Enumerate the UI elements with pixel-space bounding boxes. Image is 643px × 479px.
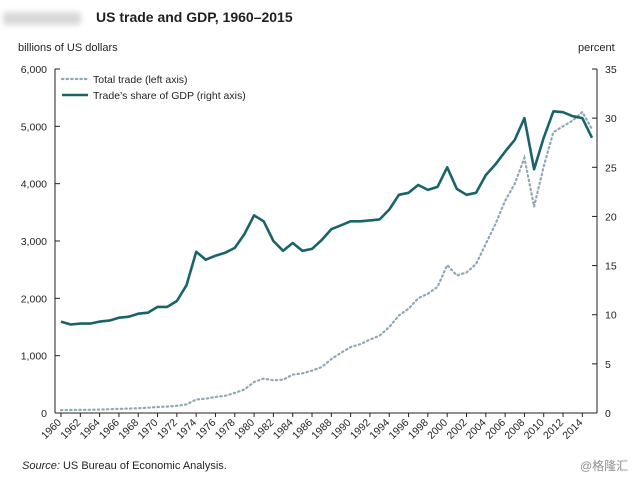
right-tick-label: 5	[605, 359, 611, 371]
legend-label-share-gdp: Trade’s share of GDP (right axis)	[93, 90, 246, 102]
left-tick-label: 4,000	[21, 179, 47, 191]
x-tick-label: 1996	[387, 417, 412, 442]
x-tick-label: 1972	[155, 417, 180, 442]
right-axis-label: percent	[578, 42, 615, 54]
x-tick-label: 1976	[193, 417, 218, 442]
left-tick-label: 2,000	[21, 293, 47, 305]
x-tick-label: 1960	[39, 417, 64, 442]
x-tick-label: 1986	[290, 417, 315, 442]
right-tick-label: 30	[605, 113, 617, 125]
x-tick-label: 1992	[348, 417, 373, 442]
redacted-figure-label	[3, 12, 81, 25]
left-tick-label: 5,000	[21, 121, 47, 133]
axes	[54, 69, 598, 414]
right-tick-label: 0	[605, 408, 611, 420]
x-tick-label: 1998	[406, 417, 431, 442]
x-tick-label: 1964	[78, 417, 103, 442]
left-tick-label: 3,000	[21, 236, 47, 248]
x-tick-label: 1978	[213, 417, 238, 442]
source-text: US Bureau of Economic Analysis.	[59, 460, 227, 472]
watermark: @格隆汇	[580, 459, 629, 473]
right-tick-label: 10	[605, 310, 617, 322]
right-tick-label: 20	[605, 211, 617, 223]
source-note: Source: US Bureau of Economic Analysis.	[22, 460, 227, 472]
series-line-share-gdp	[60, 110, 594, 326]
legend-label-total-trade: Total trade (left axis)	[93, 74, 188, 86]
x-tick-label: 1962	[58, 417, 83, 442]
left-tick-label: 0	[41, 408, 47, 420]
x-tick-label: 1980	[232, 417, 257, 442]
x-tick-label: 1994	[367, 417, 392, 442]
source-prefix: Source:	[22, 460, 60, 472]
left-tick-label: 1,000	[21, 351, 47, 363]
x-tick-label: 2012	[541, 417, 566, 442]
right-tick-label: 15	[605, 261, 617, 273]
left-tick-label: 6,000	[21, 64, 47, 76]
x-tick-label: 2004	[464, 417, 489, 442]
x-tick-label: 2010	[522, 417, 547, 442]
right-tick-label: 25	[605, 162, 617, 174]
series-lines	[59, 110, 594, 412]
legend: Total trade (left axis) Trade’s share of…	[60, 74, 246, 102]
x-tick-label: 2000	[425, 417, 450, 442]
series-line-total-trade	[59, 110, 594, 412]
x-tick-label: 1968	[116, 417, 141, 442]
x-tick-label: 1990	[329, 417, 354, 442]
x-tick-label: 2006	[483, 417, 508, 442]
ticks: 0 1,000 2,000 3,000 4,000 5,000 6,000 0 5 10 15 20 2…	[21, 64, 617, 442]
x-tick-label: 1966	[97, 417, 122, 442]
x-tick-label: 1984	[271, 417, 296, 442]
left-axis-label: billions of US dollars	[18, 42, 118, 54]
x-tick-label: 2002	[444, 417, 469, 442]
chart-title: US trade and GDP, 1960–2015	[96, 9, 293, 25]
x-tick-label: 1974	[174, 417, 199, 442]
x-tick-label: 1988	[309, 417, 334, 442]
x-tick-label: 2014	[560, 417, 585, 442]
x-tick-label: 2008	[502, 417, 527, 442]
x-tick-label: 1970	[136, 417, 161, 442]
x-tick-label: 1982	[251, 417, 276, 442]
right-tick-label: 35	[605, 64, 617, 76]
